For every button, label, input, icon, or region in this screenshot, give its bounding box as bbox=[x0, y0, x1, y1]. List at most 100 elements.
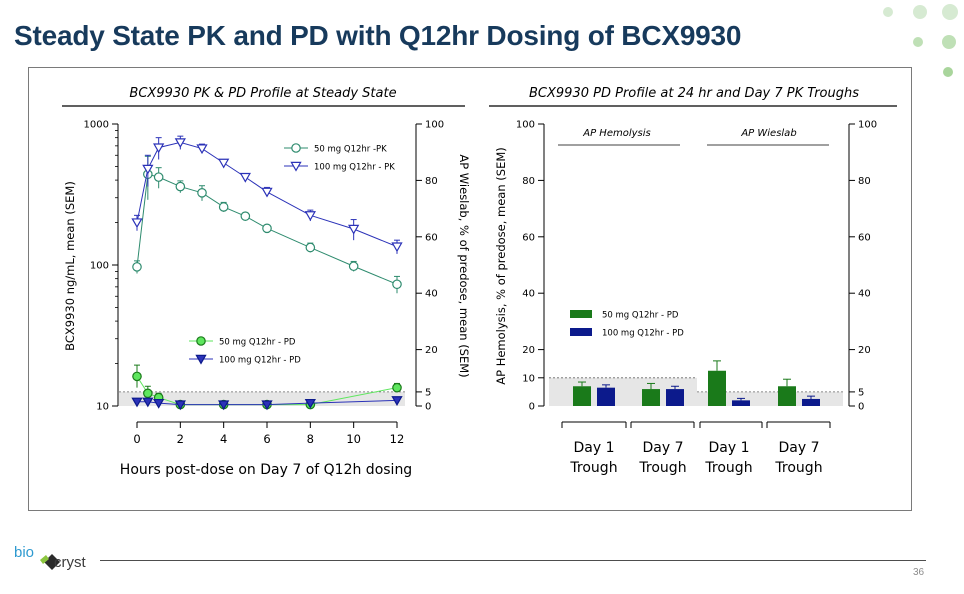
bar bbox=[642, 389, 660, 406]
chart-canvas: BCX9930 PK & PD Profile at Steady State … bbox=[62, 86, 897, 478]
logo-mark bbox=[40, 554, 60, 570]
bar-y-axis-label: AP Hemolysis, % of predose, mean (SEM) bbox=[494, 147, 508, 385]
right-y-tick-label: 80 bbox=[425, 176, 438, 187]
bar bbox=[778, 386, 796, 406]
x-tick-label: 8 bbox=[307, 432, 314, 446]
bar-legend-label: 100 mg Q12hr - PD bbox=[602, 329, 684, 339]
data-point bbox=[305, 242, 316, 253]
bar-left-y-tick-label: 40 bbox=[522, 289, 535, 300]
right-y-tick-label: 40 bbox=[425, 289, 438, 300]
left-y-tick-label: 1000 bbox=[84, 120, 109, 131]
legend-entry: 50 mg Q12hr -PK bbox=[284, 143, 387, 155]
legend-label: 100 mg Q12hr - PK bbox=[314, 163, 395, 173]
left-chart-title: BCX9930 PK & PD Profile at Steady State bbox=[129, 86, 396, 101]
data-point bbox=[174, 400, 186, 411]
data-point bbox=[153, 398, 165, 409]
right-y-tick-label: 20 bbox=[425, 345, 438, 356]
data-point bbox=[143, 388, 153, 399]
series-0 bbox=[132, 155, 402, 294]
data-point bbox=[261, 187, 273, 198]
data-point bbox=[304, 211, 316, 221]
bar-legend-label: 50 mg Q12hr - PD bbox=[602, 311, 679, 321]
right-y-tick-label: 5 bbox=[425, 387, 431, 398]
data-point bbox=[392, 279, 402, 290]
bar-left-y-tick-label: 80 bbox=[522, 176, 535, 187]
bar-legend-entry: 100 mg Q12hr - PD bbox=[570, 328, 684, 339]
bar-left-y-tick-label: 20 bbox=[522, 345, 535, 356]
data-point bbox=[175, 181, 186, 192]
data-point bbox=[239, 172, 251, 183]
data-point bbox=[392, 382, 402, 393]
data-point bbox=[391, 242, 403, 253]
group-header: AP Hemolysis bbox=[582, 128, 650, 139]
logo-text-right: cryst bbox=[54, 554, 86, 571]
right-y-tick-label: 60 bbox=[425, 232, 438, 243]
bar-right-y-tick-label: 80 bbox=[858, 176, 871, 187]
data-point bbox=[142, 397, 154, 408]
legend-label: 50 mg Q12hr - PD bbox=[219, 338, 296, 348]
x-tick-label: 0 bbox=[133, 432, 140, 446]
left-y-tick-label: 100 bbox=[90, 261, 109, 272]
category-label-line2: Trough bbox=[774, 460, 822, 476]
x-tick-label: 2 bbox=[177, 432, 184, 446]
right-y-tick-label: 0 bbox=[425, 402, 431, 413]
data-point bbox=[348, 224, 360, 235]
bar bbox=[732, 400, 750, 406]
right-chart: BCX9930 PD Profile at 24 hr and Day 7 PK… bbox=[489, 86, 897, 476]
data-point bbox=[197, 188, 207, 198]
category-label-line2: Trough bbox=[569, 460, 617, 476]
bar-legend-swatch bbox=[570, 328, 592, 336]
category-label-line1: Day 1 bbox=[708, 440, 749, 456]
data-point bbox=[132, 371, 142, 382]
bar-right-y-tick-label: 5 bbox=[858, 387, 864, 398]
group-header: AP Wieslab bbox=[740, 128, 796, 139]
legend-label: 100 mg Q12hr - PD bbox=[219, 356, 301, 366]
left-chart: BCX9930 PK & PD Profile at Steady State … bbox=[62, 86, 471, 478]
data-point bbox=[131, 218, 143, 229]
data-point bbox=[132, 262, 142, 272]
right-chart-title: BCX9930 PD Profile at 24 hr and Day 7 PK… bbox=[529, 86, 859, 101]
data-point bbox=[218, 158, 230, 169]
category-label-line1: Day 7 bbox=[642, 440, 683, 456]
bar-left-y-tick-label: 10 bbox=[522, 373, 535, 384]
data-point bbox=[304, 398, 316, 409]
bar-left-y-tick-label: 60 bbox=[522, 232, 535, 243]
bar-plot-area: 0 10 20 40 60 80 100 0 5 20 40 60 80 100 AP Hemolysis A… bbox=[516, 120, 877, 477]
data-point bbox=[153, 172, 164, 182]
page-number: 36 bbox=[913, 567, 925, 578]
series-1 bbox=[131, 135, 403, 254]
category-label-line2: Trough bbox=[638, 460, 686, 476]
bar-right-y-tick-label: 100 bbox=[858, 120, 877, 131]
bar bbox=[573, 386, 591, 406]
data-point bbox=[262, 223, 272, 234]
data-point bbox=[131, 397, 143, 408]
left-y-axis-label: BCX9930 ng/mL, mean (SEM) bbox=[63, 181, 77, 351]
data-point bbox=[218, 202, 229, 212]
legend-marker bbox=[195, 354, 207, 365]
slide-title: Steady State PK and PD with Q12hr Dosing… bbox=[14, 20, 742, 51]
x-tick-label: 6 bbox=[263, 432, 270, 446]
legend-marker bbox=[291, 143, 301, 153]
data-point bbox=[218, 400, 230, 411]
bar-left-y-tick-label: 100 bbox=[516, 120, 535, 131]
data-point bbox=[153, 143, 165, 154]
right-y-axis-label: AP Wieslab, % of predose, mean (SEM) bbox=[457, 154, 471, 377]
x-tick-label: 10 bbox=[346, 432, 361, 446]
footer-rule bbox=[100, 560, 926, 561]
bar-legend-swatch bbox=[570, 310, 592, 318]
company-logo: bio cryst bbox=[14, 542, 96, 578]
bar-legend-entry: 50 mg Q12hr - PD bbox=[570, 310, 679, 321]
legend-marker bbox=[196, 336, 206, 346]
x-tick-label: 12 bbox=[390, 432, 405, 446]
chart-panel: BCX9930 PK & PD Profile at Steady State … bbox=[28, 67, 912, 511]
data-point bbox=[391, 396, 403, 406]
legend-entry: 100 mg Q12hr - PD bbox=[189, 354, 301, 366]
logo-text-left: bio bbox=[14, 544, 35, 561]
category-label-line1: Day 1 bbox=[573, 440, 614, 456]
data-point bbox=[348, 261, 359, 272]
x-tick-label: 4 bbox=[220, 432, 227, 446]
category-label-line1: Day 7 bbox=[778, 440, 819, 456]
category-label-line2: Trough bbox=[704, 460, 752, 476]
legend-entry: 100 mg Q12hr - PK bbox=[284, 161, 395, 173]
